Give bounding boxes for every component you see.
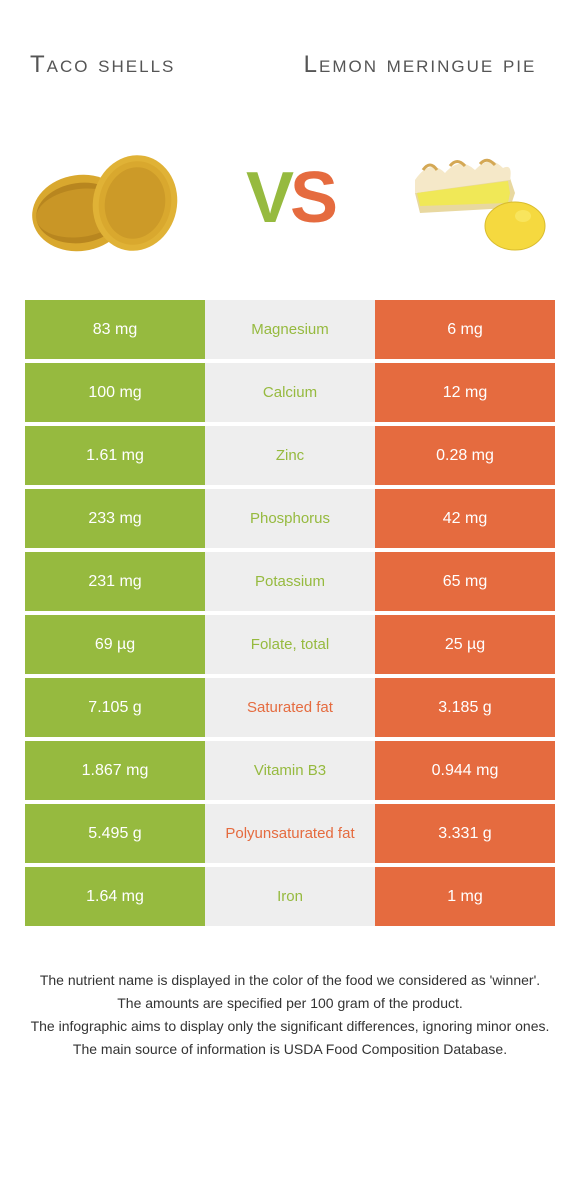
cell-left-value: 83 mg (25, 300, 205, 359)
cell-nutrient-name: Magnesium (205, 300, 375, 359)
cell-nutrient-name: Calcium (205, 363, 375, 422)
cell-nutrient-name: Iron (205, 867, 375, 926)
pie-icon (395, 138, 555, 258)
cell-left-value: 100 mg (25, 363, 205, 422)
vs-label: VS (246, 157, 334, 239)
vs-v: V (246, 157, 290, 239)
table-row: 1.867 mgVitamin B30.944 mg (25, 741, 555, 800)
cell-right-value: 25 µg (375, 615, 555, 674)
footer-line-4: The main source of information is USDA F… (30, 1039, 550, 1060)
table-row: 233 mgPhosphorus42 mg (25, 489, 555, 548)
table-row: 1.64 mgIron1 mg (25, 867, 555, 926)
cell-nutrient-name: Saturated fat (205, 678, 375, 737)
title-left: Taco shells (30, 51, 290, 79)
cell-left-value: 233 mg (25, 489, 205, 548)
comparison-table: 83 mgMagnesium6 mg100 mgCalcium12 mg1.61… (0, 300, 580, 926)
table-row: 5.495 gPolyunsaturated fat3.331 g (25, 804, 555, 863)
title-right: Lemon meringue pie (290, 49, 550, 80)
cell-left-value: 1.61 mg (25, 426, 205, 485)
pie-image (395, 133, 555, 263)
cell-right-value: 0.28 mg (375, 426, 555, 485)
cell-left-value: 1.64 mg (25, 867, 205, 926)
cell-right-value: 0.944 mg (375, 741, 555, 800)
cell-nutrient-name: Zinc (205, 426, 375, 485)
table-row: 231 mgPotassium65 mg (25, 552, 555, 611)
cell-right-value: 6 mg (375, 300, 555, 359)
cell-left-value: 5.495 g (25, 804, 205, 863)
cell-left-value: 69 µg (25, 615, 205, 674)
cell-nutrient-name: Vitamin B3 (205, 741, 375, 800)
cell-right-value: 65 mg (375, 552, 555, 611)
table-row: 83 mgMagnesium6 mg (25, 300, 555, 359)
table-row: 1.61 mgZinc0.28 mg (25, 426, 555, 485)
cell-right-value: 12 mg (375, 363, 555, 422)
cell-left-value: 231 mg (25, 552, 205, 611)
taco-image (25, 133, 185, 263)
footer-line-3: The infographic aims to display only the… (30, 1016, 550, 1037)
footer-line-1: The nutrient name is displayed in the co… (30, 970, 550, 991)
taco-icon (25, 138, 185, 258)
cell-right-value: 3.331 g (375, 804, 555, 863)
cell-left-value: 1.867 mg (25, 741, 205, 800)
cell-nutrient-name: Polyunsaturated fat (205, 804, 375, 863)
table-row: 69 µgFolate, total25 µg (25, 615, 555, 674)
cell-right-value: 1 mg (375, 867, 555, 926)
footer-line-2: The amounts are specified per 100 gram o… (30, 993, 550, 1014)
cell-right-value: 3.185 g (375, 678, 555, 737)
header: Taco shells Lemon meringue pie (0, 0, 580, 120)
images-row: VS (0, 120, 580, 300)
table-row: 7.105 gSaturated fat3.185 g (25, 678, 555, 737)
cell-nutrient-name: Folate, total (205, 615, 375, 674)
vs-s: S (290, 157, 334, 239)
cell-nutrient-name: Phosphorus (205, 489, 375, 548)
table-row: 100 mgCalcium12 mg (25, 363, 555, 422)
cell-nutrient-name: Potassium (205, 552, 375, 611)
footer-notes: The nutrient name is displayed in the co… (0, 930, 580, 1060)
cell-left-value: 7.105 g (25, 678, 205, 737)
cell-right-value: 42 mg (375, 489, 555, 548)
